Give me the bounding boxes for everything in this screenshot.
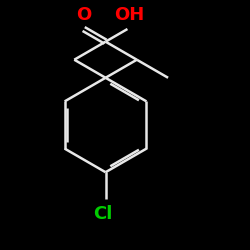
Text: O: O [76, 6, 91, 24]
Text: Cl: Cl [93, 205, 112, 223]
Text: OH: OH [114, 6, 144, 24]
